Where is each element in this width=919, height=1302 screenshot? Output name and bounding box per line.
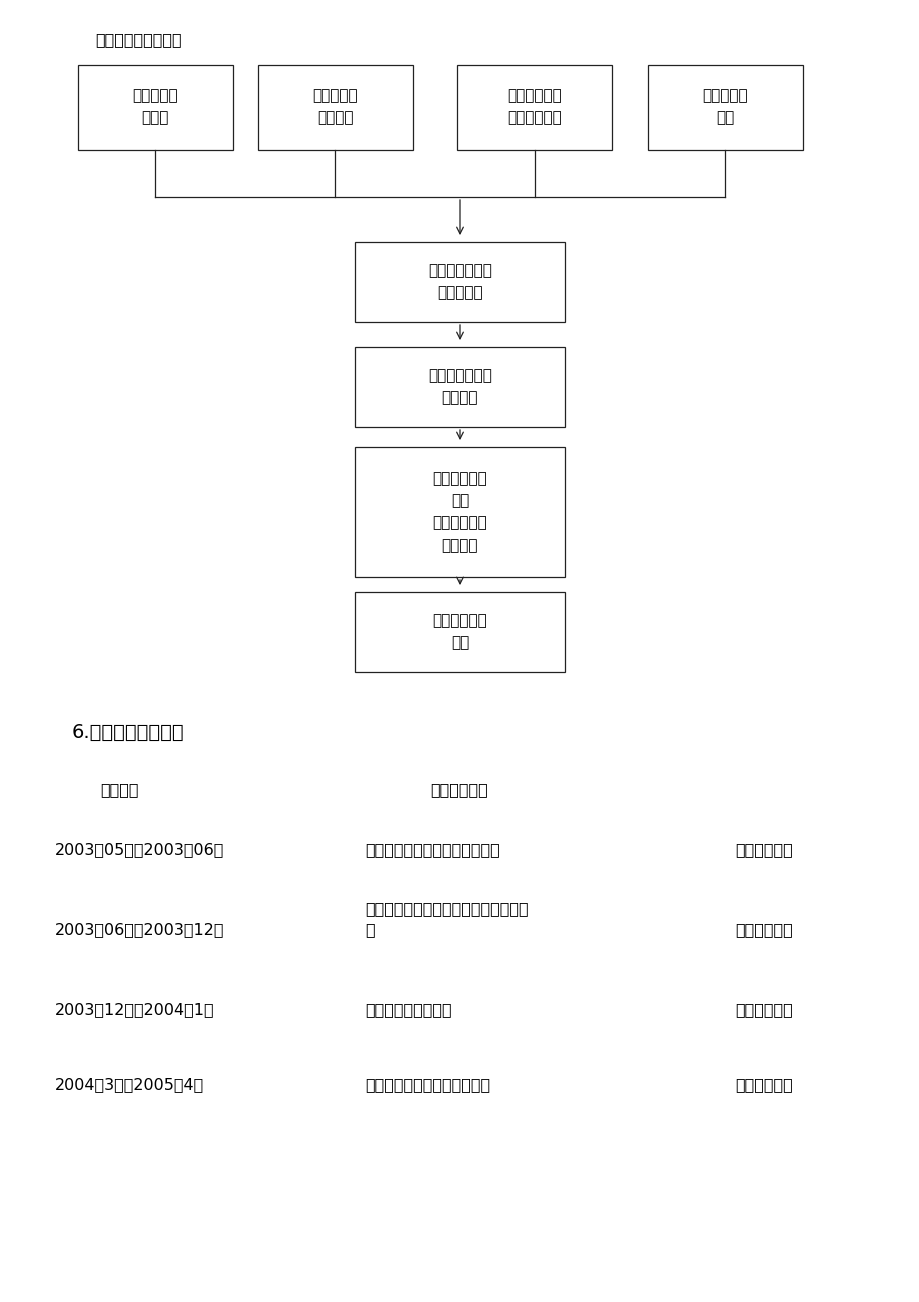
Text: 实验室模拟
试验: 实验室模拟 试验 xyxy=(701,89,747,125)
Text: 计划时间: 计划时间 xyxy=(100,783,139,797)
Bar xyxy=(647,65,801,150)
Text: 6.课题实施进度安排: 6.课题实施进度安排 xyxy=(72,723,185,742)
Bar xyxy=(77,65,233,150)
Bar xyxy=(355,348,564,427)
Text: 第二阶段前期: 第二阶段前期 xyxy=(734,1003,792,1017)
Text: 中试研究总结
报告
工程实施方案
设计文件: 中试研究总结 报告 工程实施方案 设计文件 xyxy=(432,471,487,553)
Text: 研究技术路线如下：: 研究技术路线如下： xyxy=(95,33,181,47)
Text: 第一阶段研究: 第一阶段研究 xyxy=(734,922,792,937)
Bar xyxy=(355,592,564,672)
Text: 中试模型设计、
加工和安装: 中试模型设计、 加工和安装 xyxy=(427,263,492,301)
Text: 中试设备制作、安装: 中试设备制作、安装 xyxy=(365,1003,451,1017)
Text: 计划实施内容: 计划实施内容 xyxy=(429,783,487,797)
Text: 硅藻土原料情况调研、样品收集: 硅藻土原料情况调研、样品收集 xyxy=(365,842,499,857)
Bar xyxy=(355,242,564,322)
Text: 配合示范工程
建设: 配合示范工程 建设 xyxy=(432,613,487,651)
Text: 中试研究阶段、数据整理分析: 中试研究阶段、数据整理分析 xyxy=(365,1077,490,1092)
Text: 中试研究、阶段
小结提交: 中试研究、阶段 小结提交 xyxy=(427,368,492,406)
Text: 硅藻土原料
的调研: 硅藻土原料 的调研 xyxy=(132,89,177,125)
Text: 2004年3月－2005年4月: 2004年3月－2005年4月 xyxy=(55,1077,204,1092)
Text: 硅藻土理化
性能分析: 硅藻土理化 性能分析 xyxy=(312,89,357,125)
Text: 第二阶段研究: 第二阶段研究 xyxy=(734,1077,792,1092)
Bar xyxy=(457,65,612,150)
Text: 硅藻土改性研究、实验室分析和模拟试
验: 硅藻土改性研究、实验室分析和模拟试 验 xyxy=(365,901,528,937)
Bar xyxy=(257,65,412,150)
Text: 第一阶段前期: 第一阶段前期 xyxy=(734,842,792,857)
Bar xyxy=(355,447,564,577)
Text: 2003年06月－2003年12月: 2003年06月－2003年12月 xyxy=(55,922,224,937)
Text: 硅藻土改性剂
改性方法研究: 硅藻土改性剂 改性方法研究 xyxy=(507,89,562,125)
Text: 2003年05月－2003年06月: 2003年05月－2003年06月 xyxy=(55,842,224,857)
Text: 2003年12月－2004年1月: 2003年12月－2004年1月 xyxy=(55,1003,214,1017)
